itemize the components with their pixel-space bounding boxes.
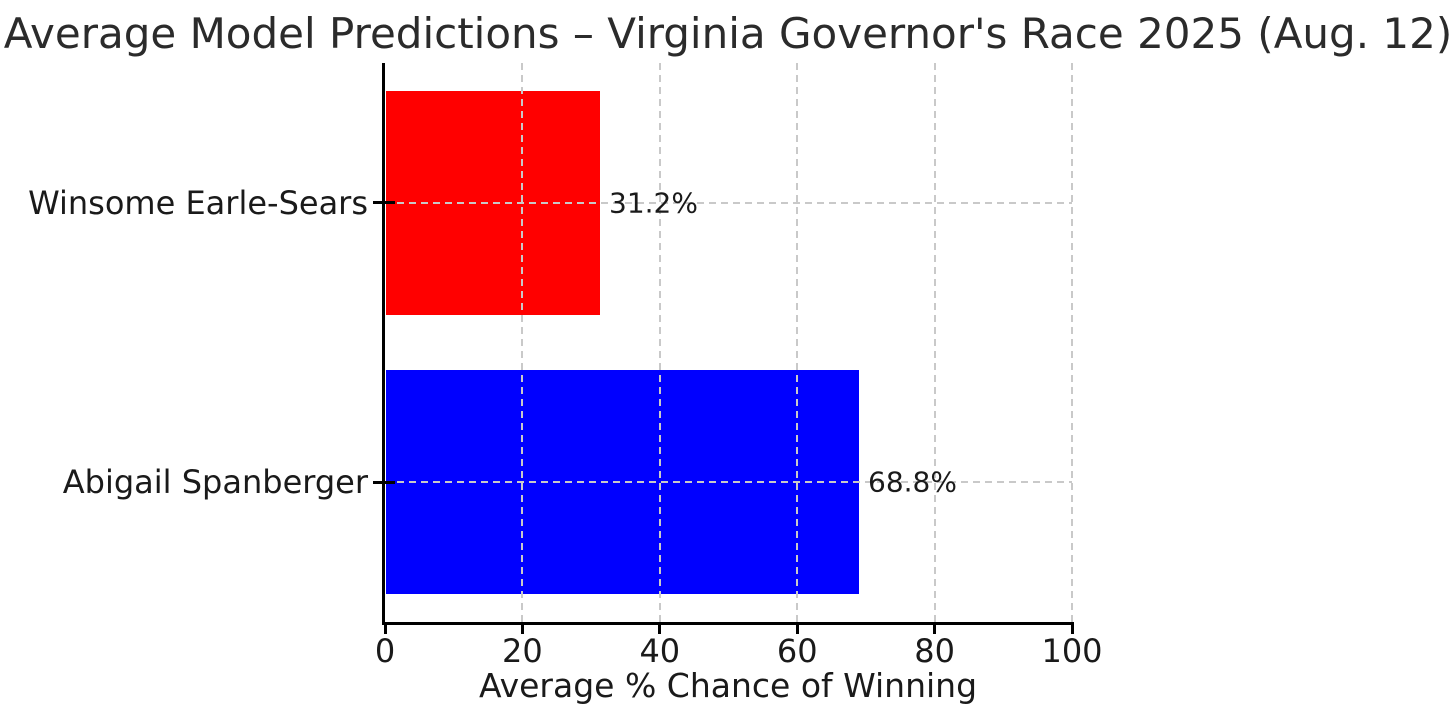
- chart-title: Average Model Predictions – Virginia Gov…: [3, 9, 1453, 58]
- v-gridline: [1071, 63, 1073, 622]
- x-axis-title: Average % Chance of Winning: [478, 666, 978, 705]
- h-gridline: [385, 481, 1072, 483]
- x-tick-mark: [933, 625, 937, 634]
- x-tick-mark: [383, 625, 387, 634]
- x-tick-mark: [520, 625, 524, 634]
- x-tick-label: 40: [639, 632, 681, 670]
- v-gridline: [933, 63, 936, 622]
- category-label: Abigail Spanberger: [62, 463, 368, 502]
- v-gridline: [521, 63, 524, 622]
- x-tick-label: 20: [502, 632, 543, 670]
- h-gridline: [385, 202, 1072, 204]
- v-gridline: [796, 63, 799, 622]
- bar-value-label: 68.8%: [868, 465, 957, 499]
- bar-value-label: 31.2%: [609, 186, 698, 220]
- x-tick-mark: [658, 625, 662, 634]
- y-tick-mark: [373, 201, 395, 204]
- y-axis-spine: [382, 63, 385, 625]
- x-axis-spine: [382, 622, 1074, 625]
- x-tick-label: 80: [914, 632, 955, 670]
- category-label: Winsome Earle-Sears: [28, 183, 368, 222]
- v-gridline: [658, 63, 661, 622]
- x-tick-mark: [1070, 625, 1074, 634]
- y-tick-mark: [373, 481, 395, 484]
- x-tick-label: 60: [776, 632, 818, 670]
- x-tick-label: 0: [374, 632, 396, 670]
- x-tick-label: 100: [1041, 632, 1103, 670]
- x-tick-mark: [795, 625, 799, 634]
